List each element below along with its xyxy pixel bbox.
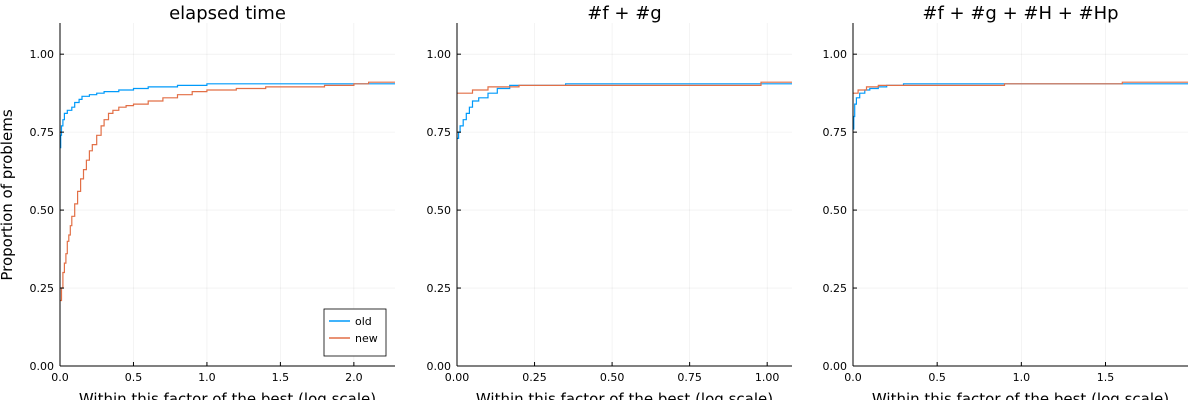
x-tick-label: 0.0 bbox=[844, 371, 862, 384]
chart-title: elapsed time bbox=[169, 3, 286, 24]
figure-ylabel: Proportion of problems bbox=[0, 109, 16, 280]
y-tick-label: 0.25 bbox=[823, 282, 848, 295]
x-axis-label: Within this factor of the best (log scal… bbox=[79, 390, 376, 400]
legend-box bbox=[323, 308, 387, 357]
y-tick-label: 1.00 bbox=[427, 48, 452, 61]
y-tick-label: 0.75 bbox=[823, 126, 848, 139]
x-tick-label: 1.00 bbox=[755, 371, 780, 384]
x-tick-label: 0.5 bbox=[125, 371, 143, 384]
chart-panel-2: 0.00 0.25 0.50 0.75 1.00 0.00 0.25 0.50 0.75 1.00… bbox=[427, 3, 792, 404]
y-tick-label: 0.75 bbox=[427, 126, 452, 139]
x-tick-label: 2.0 bbox=[345, 371, 363, 384]
chart-title: #f + #g bbox=[587, 3, 661, 24]
series-line-old bbox=[60, 83, 395, 149]
x-tick-label: 0.75 bbox=[677, 371, 702, 384]
x-tick-label: 1.5 bbox=[272, 371, 290, 384]
chart-panel-1: 0.00 0.25 0.50 0.75 1.00 0.0 0.5 1.0 1.5 2.0 elaps… bbox=[30, 3, 395, 404]
series-line-old bbox=[457, 83, 792, 139]
y-tick-label: 1.00 bbox=[30, 48, 55, 61]
y-tick-label: 0.00 bbox=[823, 360, 848, 373]
y-tick-label: 0.50 bbox=[427, 204, 452, 217]
x-tick-label: 1.5 bbox=[1097, 371, 1115, 384]
x-tick-label: 1.0 bbox=[1013, 371, 1031, 384]
x-tick-label: 0.25 bbox=[522, 371, 547, 384]
x-tick-label: 0.0 bbox=[51, 371, 69, 384]
y-tick-label: 0.75 bbox=[30, 126, 55, 139]
x-tick-label: 0.00 bbox=[445, 371, 470, 384]
series-line-new bbox=[853, 81, 1188, 94]
y-tick-label: 1.00 bbox=[823, 48, 848, 61]
y-tick-label: 0.25 bbox=[30, 282, 55, 295]
series-line-new bbox=[60, 81, 395, 302]
x-axis-label: Within this factor of the best (log scal… bbox=[872, 390, 1169, 400]
series-line-new bbox=[457, 81, 792, 94]
legend-label-old: old bbox=[355, 315, 372, 328]
x-tick-label: 1.0 bbox=[198, 371, 216, 384]
y-tick-label: 0.25 bbox=[427, 282, 452, 295]
legend: old new bbox=[323, 308, 387, 357]
chart-panel-3: 0.00 0.25 0.50 0.75 1.00 0.0 0.5 1.0 1.5 #f + #g … bbox=[823, 3, 1188, 404]
y-tick-label: 0.00 bbox=[427, 360, 452, 373]
y-tick-label: 0.50 bbox=[30, 204, 55, 217]
y-tick-label: 0.00 bbox=[30, 360, 55, 373]
legend-label-new: new bbox=[355, 332, 378, 345]
x-tick-label: 0.5 bbox=[928, 371, 946, 384]
x-axis-label: Within this factor of the best (log scal… bbox=[476, 390, 773, 400]
series-line-old bbox=[853, 83, 1188, 130]
x-tick-label: 0.50 bbox=[600, 371, 625, 384]
y-tick-label: 0.50 bbox=[823, 204, 848, 217]
chart-title: #f + #g + #H + #Hp bbox=[922, 3, 1118, 24]
